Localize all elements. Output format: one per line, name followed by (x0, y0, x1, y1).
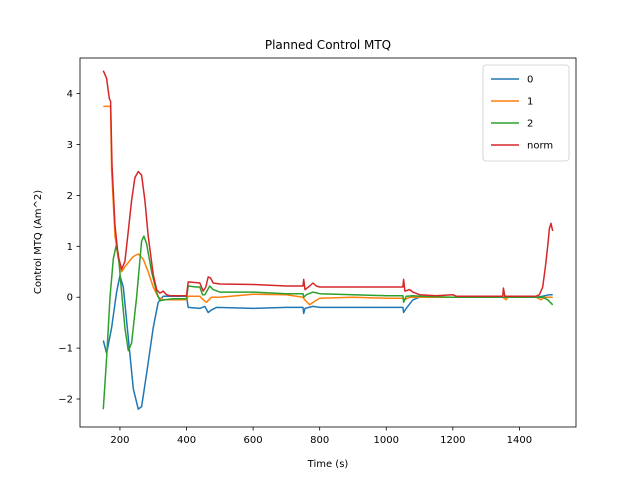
y-tick-label: 3 (67, 140, 73, 151)
legend-label-2: 2 (527, 119, 533, 130)
x-tick-label: 200 (110, 435, 129, 446)
y-tick-label: 0 (67, 293, 73, 304)
plot-frame (79, 57, 577, 428)
x-tick-label: 800 (310, 435, 329, 446)
x-axis: 200 400 600 800 1000 1200 1400 (110, 427, 532, 446)
x-tick-label: 600 (244, 435, 263, 446)
legend: 0 1 2 norm (482, 64, 570, 162)
y-tick-label: 2 (67, 191, 73, 202)
y-axis-label: Control MTQ (Am^2) (33, 190, 44, 294)
y-tick-label: 4 (67, 89, 73, 100)
x-tick-label: 1200 (440, 435, 465, 446)
legend-label-1: 1 (527, 97, 533, 108)
y-tick-label: 1 (67, 242, 73, 253)
legend-box (482, 64, 570, 162)
series-line-norm (102, 70, 554, 297)
chart-title: Planned Control MTQ (265, 38, 391, 52)
y-axis: −2 −1 0 1 2 3 4 (58, 89, 80, 406)
y-tick-label: −1 (58, 344, 73, 355)
x-axis-label: Time (s) (307, 459, 349, 470)
y-tick-label: −2 (58, 395, 73, 406)
x-tick-label: 1400 (507, 435, 532, 446)
series-layer (102, 70, 554, 410)
series-line-2 (102, 235, 554, 410)
legend-label-0: 0 (527, 75, 533, 86)
x-tick-label: 1000 (374, 435, 399, 446)
x-tick-label: 400 (177, 435, 196, 446)
legend-label-norm: norm (527, 141, 553, 152)
